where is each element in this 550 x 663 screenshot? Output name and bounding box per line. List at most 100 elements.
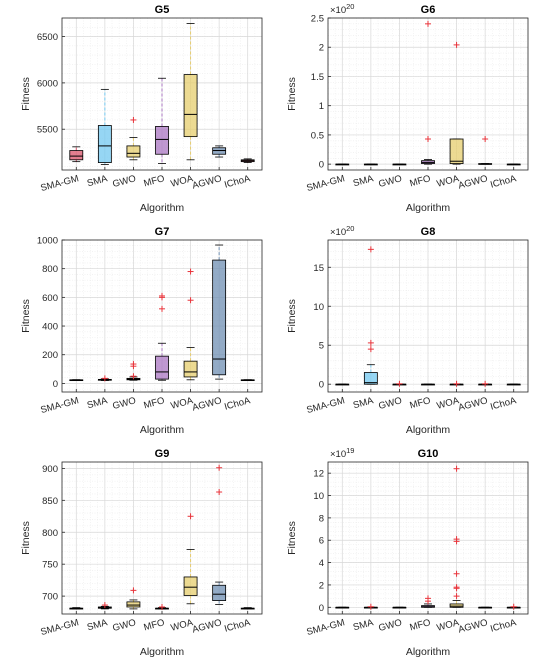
box-body [449,603,464,608]
box-sma [97,602,112,610]
y-tick-label: 1000 [37,236,58,247]
outlier-marker [396,380,403,387]
x-tick-label: IChoA [489,395,518,413]
box-mfo [155,77,169,164]
y-tick-label: 900 [42,464,58,475]
box-sma-gm [335,383,350,386]
chart-title: G8 [421,226,436,238]
box-body [449,138,464,164]
y-tick-label: 12 [313,469,324,480]
x-tick-label: AGWO [191,617,223,635]
x-tick-label: AGWO [457,395,489,413]
y-axis-label: Fitness [286,299,298,333]
box-sma [363,246,378,385]
x-tick-label: MFO [143,173,166,189]
y-exponent: ×1020 [330,224,354,238]
x-tick-label: SMA [86,395,109,411]
outlier-marker [367,246,374,253]
x-axis-label: Algorithm [140,646,185,658]
y-tick-label: 0 [319,380,324,391]
outlier-marker [453,536,460,543]
y-exponent: ×1020 [330,2,354,16]
box-body [155,355,169,380]
y-tick-label: 1 [319,101,324,112]
box-mfo [155,603,169,610]
y-tick-label: 400 [42,322,58,333]
x-tick-label: SMA [352,395,375,411]
box-body [183,74,198,138]
y-axis-label: Fitness [20,521,32,555]
box-sma [363,603,378,610]
x-tick-label: MFO [143,395,166,411]
y-tick-label: 200 [42,350,58,361]
outlier-marker [367,603,374,610]
box-agwo [478,380,493,387]
x-tick-label: SMA [352,173,375,189]
outlier-marker [482,380,489,387]
outlier-marker [453,593,460,600]
x-tick-label: GWO [377,617,403,634]
outlier-marker [367,346,374,353]
y-tick-label: 600 [42,293,58,304]
y-tick-label: 0.5 [311,130,324,141]
y-tick-label: 5500 [37,125,58,136]
outlier-marker [482,136,489,143]
x-tick-label: GWO [111,173,137,190]
y-tick-label: 2.5 [311,14,324,25]
major-grid [328,462,528,614]
major-grid [62,462,262,614]
x-tick-label: SMA [86,617,109,633]
box-woa [449,41,464,165]
box-ichoa [240,158,255,163]
box-body [97,125,112,163]
box-body [363,372,378,385]
box-woa [449,380,464,387]
box-body [155,126,169,155]
box-agwo [478,606,493,609]
box-mfo [155,292,169,381]
outlier-marker [425,136,431,143]
outlier-marker [216,464,223,471]
x-tick-label: IChoA [489,173,518,191]
box-sma-gm [69,607,84,610]
outlier-marker [130,373,137,380]
box-gwo [392,606,407,609]
outlier-marker [101,602,108,609]
box-body [126,145,141,158]
x-tick-label: MFO [409,395,432,411]
box-body [212,259,227,376]
y-axis-label: Fitness [286,77,298,111]
y-tick-label: 0 [53,379,58,390]
x-tick-label: MFO [409,173,432,189]
y-axis-label: Fitness [286,521,298,555]
outlier-marker [159,292,165,299]
box-body [212,584,227,601]
outlier-marker [101,375,108,382]
major-grid [328,240,528,392]
y-tick-label: 850 [42,496,58,507]
chart-title: G10 [418,448,439,460]
x-tick-label: SMA-GM [305,173,346,194]
outlier-marker [159,603,165,610]
outlier-marker [453,465,460,472]
box-gwo [126,587,141,610]
box-body [183,576,198,596]
y-tick-label: 1.5 [311,72,324,83]
x-tick-label: GWO [377,173,403,190]
box-gwo [126,361,141,381]
box-sma-gm [69,379,84,382]
y-tick-label: 4 [319,558,324,569]
y-tick-label: 5 [319,341,324,352]
x-tick-label: SMA-GM [39,395,80,416]
box-ichoa [506,603,521,610]
chart-title: G6 [421,4,436,16]
x-tick-label: GWO [377,395,403,412]
y-tick-label: 0 [319,603,324,614]
outlier-marker [130,587,137,594]
y-tick-label: 800 [42,264,58,275]
box-sma [97,88,112,165]
